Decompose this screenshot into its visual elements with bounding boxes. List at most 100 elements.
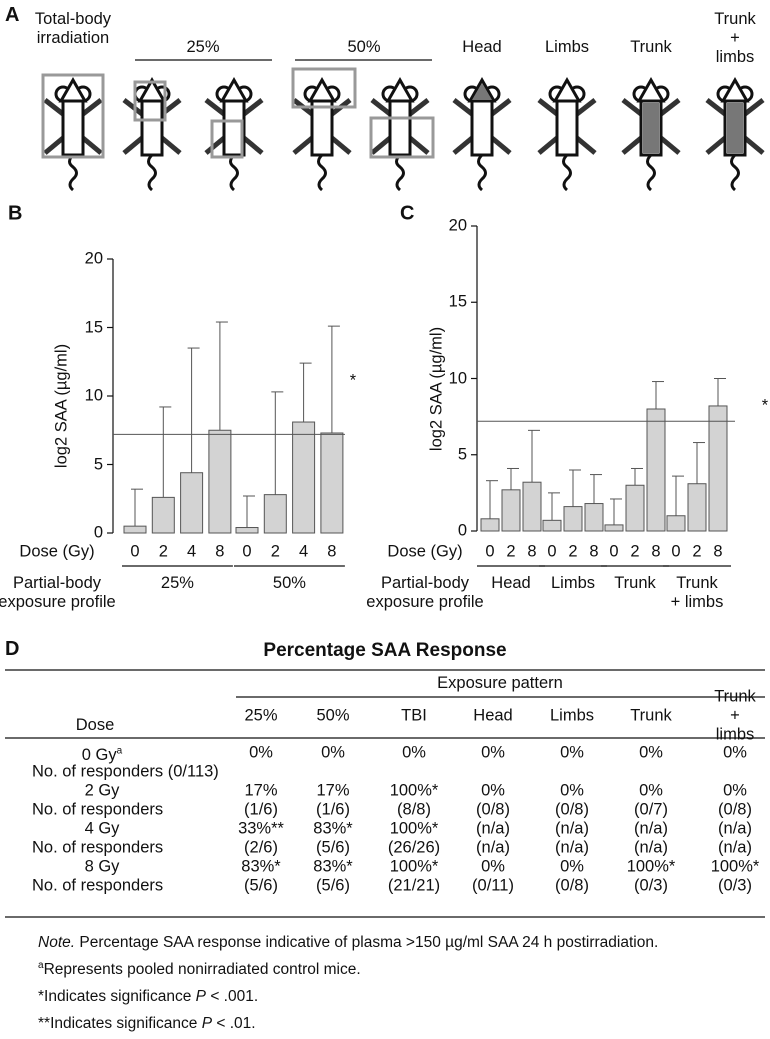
note: *Indicates significance P < .001. [38,988,259,1005]
dose-tick-label: 2 [158,542,168,561]
dose-tick-label: 2 [692,542,702,561]
bar [151,496,175,534]
cell: 0% [723,781,747,800]
row-label: No. of responders [32,876,164,895]
row-label: 4 Gy [84,819,120,838]
cell: (0/8) [476,800,510,819]
dose-tick-label: 2 [568,542,578,561]
y-axis-label: log2 SAA (µg/ml) [52,343,71,469]
mice [45,80,763,190]
dose-tick-label: 8 [527,542,537,561]
cell: (0/7) [634,800,668,819]
group-label: Trunk + limbs [670,574,724,611]
column-header: TBI [401,706,427,725]
y-tick-label: 0 [93,523,103,542]
column-header: Trunk + limbs [714,687,756,744]
y-tick-label: 5 [93,455,103,473]
cell: 0% [639,781,663,800]
y-tick-label: 20 [448,216,467,235]
group-label: 25% [160,574,194,592]
cell: 0% [723,743,747,762]
bar [542,519,562,532]
bar [480,518,500,532]
header: 50% [347,38,381,56]
cell: (1/6) [244,800,278,819]
bar [687,483,707,532]
bar [320,432,344,534]
bar [235,527,259,534]
y-axis-label: log2 SAA (µg/ml) [427,326,446,451]
group-label: Limbs [550,574,596,592]
cell: (n/a) [555,819,589,838]
dose-label: Dose (Gy) [19,542,95,561]
cell: 17% [316,781,350,800]
panel-label: A [5,4,20,26]
cell: 0% [321,743,345,762]
panel-label: C [400,202,415,225]
cell: 83%* [313,857,353,876]
bar [522,481,542,532]
row-label: No. of responders (0/113) [32,762,219,781]
bar [208,429,232,534]
cell: 83%* [241,857,281,876]
dose-tick-label: 0 [242,542,252,561]
bar [292,421,316,534]
dose-tick-label: 4 [187,542,197,561]
header: Limbs [544,38,590,56]
cell: 0% [560,781,584,800]
dose-tick-label: 4 [299,542,309,561]
bar [604,524,624,532]
dose-tick-label: 8 [713,542,723,561]
annotation: * [349,371,357,390]
row-label: No. of responders [32,838,164,857]
header: Head [462,38,502,56]
group-axis-label: Partial-body exposure profile [366,574,484,611]
cell: 0% [402,743,426,762]
cell: (n/a) [634,838,668,857]
y-tick-label: 10 [84,386,103,405]
exposure-boxes [41,67,435,159]
row-label: 8 Gy [84,857,120,876]
note: **Indicates significance P < .01. [38,1015,256,1032]
column-header: Head [473,706,513,725]
column-header: 25% [244,706,278,725]
cell: (0/3) [718,876,752,895]
header: Total-body irradiation [34,10,112,47]
cell: (n/a) [476,819,510,838]
bar [123,525,147,534]
header-rules [5,59,765,918]
cell: (n/a) [476,838,510,857]
y-tick-label: 0 [457,521,467,540]
cell: 0% [560,743,584,762]
cell: (n/a) [718,819,752,838]
cell: (2/6) [244,838,278,857]
bar [563,506,583,532]
cell: (n/a) [634,819,668,838]
cell: 0% [560,857,584,876]
cell: 83%* [313,819,353,838]
cell: 33%** [238,819,284,838]
cell: (0/11) [472,876,514,895]
y-tick-label: 20 [84,249,103,268]
group-header: Exposure pattern [437,674,563,692]
dose-tick-label: 2 [506,542,516,561]
column-header: Trunk [630,706,672,725]
cell: (8/8) [397,800,431,819]
cell: (1/6) [316,800,350,819]
dose-label: Dose (Gy) [387,542,463,561]
dose-tick-label: 8 [327,542,337,561]
dose-tick-label: 2 [630,542,640,561]
dose-tick-label: 8 [589,542,599,561]
cell: 0% [249,743,273,762]
cell: (0/8) [555,876,589,895]
group-axis-label: Partial-body exposure profile [0,574,116,611]
bar [646,408,666,532]
group-label: Head [491,574,531,592]
cell: (5/6) [244,876,278,895]
cell: 0% [481,781,505,800]
dose-tick-label: 0 [485,542,495,561]
y-tick-label: 5 [457,445,467,464]
dose-header: Dose [75,716,115,734]
bar [501,489,521,532]
